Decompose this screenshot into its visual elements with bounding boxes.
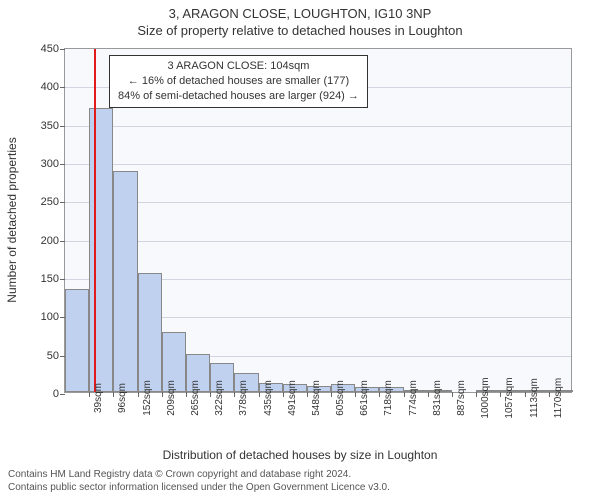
xtick-label: 209sqm xyxy=(166,380,177,416)
ytick-label: 450 xyxy=(41,43,59,55)
histogram-bar xyxy=(65,289,89,393)
gridline xyxy=(65,126,571,127)
xtick-mark xyxy=(138,392,139,397)
xtick-mark xyxy=(186,392,187,397)
ytick-label: 350 xyxy=(41,120,59,132)
histogram-bar xyxy=(138,273,162,392)
xtick-mark xyxy=(259,392,260,397)
title-block: 3, ARAGON CLOSE, LOUGHTON, IG10 3NP Size… xyxy=(0,0,600,38)
attribution-line2: Contains public sector information licen… xyxy=(8,481,390,494)
xtick-mark xyxy=(234,392,235,397)
ytick-label: 50 xyxy=(47,350,59,362)
xtick-mark xyxy=(428,392,429,397)
ytick-mark xyxy=(60,87,65,88)
xtick-label: 548sqm xyxy=(311,380,322,416)
xtick-mark xyxy=(307,392,308,397)
plot: 05010015020025030035040045039sqm96sqm152… xyxy=(65,49,571,392)
xtick-label: 1170sqm xyxy=(553,378,564,418)
ytick-label: 0 xyxy=(53,388,59,400)
xtick-mark xyxy=(355,392,356,397)
annotation-line: 3 ARAGON CLOSE: 104sqm xyxy=(118,59,359,74)
attribution: Contains HM Land Registry data © Crown c… xyxy=(8,468,390,494)
xtick-label: 491sqm xyxy=(287,380,298,416)
xtick-label: 1057sqm xyxy=(504,377,515,418)
xtick-mark xyxy=(331,392,332,397)
ytick-mark xyxy=(60,49,65,50)
xtick-label: 1000sqm xyxy=(480,377,491,418)
gridline xyxy=(65,241,571,242)
x-axis-label: Distribution of detached houses by size … xyxy=(0,448,600,462)
y-axis-label: Number of detached properties xyxy=(5,137,19,302)
reference-line xyxy=(94,49,96,392)
ytick-mark xyxy=(60,241,65,242)
xtick-mark xyxy=(210,392,211,397)
xtick-label: 96sqm xyxy=(117,383,128,413)
annotation-line: ← 16% of detached houses are smaller (17… xyxy=(118,74,359,89)
xtick-mark xyxy=(379,392,380,397)
xtick-label: 265sqm xyxy=(190,380,201,416)
xtick-label: 378sqm xyxy=(238,380,249,416)
xtick-mark xyxy=(525,392,526,397)
ytick-label: 150 xyxy=(41,273,59,285)
chart-plot-area: 05010015020025030035040045039sqm96sqm152… xyxy=(64,48,572,393)
ytick-label: 100 xyxy=(41,311,59,323)
gridline xyxy=(65,164,571,165)
xtick-mark xyxy=(162,392,163,397)
ytick-mark xyxy=(60,394,65,395)
xtick-mark xyxy=(89,392,90,397)
title-address: 3, ARAGON CLOSE, LOUGHTON, IG10 3NP xyxy=(0,6,600,21)
ytick-mark xyxy=(60,202,65,203)
annotation-box: 3 ARAGON CLOSE: 104sqm← 16% of detached … xyxy=(109,55,368,108)
xtick-label: 152sqm xyxy=(142,380,153,416)
xtick-label: 831sqm xyxy=(432,380,443,416)
ytick-label: 200 xyxy=(41,235,59,247)
xtick-label: 774sqm xyxy=(408,380,419,416)
xtick-label: 887sqm xyxy=(456,380,467,416)
xtick-label: 661sqm xyxy=(359,380,370,416)
xtick-mark xyxy=(113,392,114,397)
title-subtitle: Size of property relative to detached ho… xyxy=(0,23,600,38)
xtick-label: 718sqm xyxy=(383,380,394,416)
xtick-label: 435sqm xyxy=(263,380,274,416)
xtick-label: 322sqm xyxy=(214,380,225,416)
ytick-mark xyxy=(60,164,65,165)
ytick-mark xyxy=(60,126,65,127)
xtick-mark xyxy=(476,392,477,397)
annotation-line: 84% of semi-detached houses are larger (… xyxy=(118,89,359,104)
ytick-label: 250 xyxy=(41,196,59,208)
chart-container: 3, ARAGON CLOSE, LOUGHTON, IG10 3NP Size… xyxy=(0,0,600,500)
xtick-mark xyxy=(404,392,405,397)
histogram-bar xyxy=(113,171,137,392)
attribution-line1: Contains HM Land Registry data © Crown c… xyxy=(8,468,390,481)
histogram-bar xyxy=(89,108,113,392)
gridline xyxy=(65,202,571,203)
xtick-label: 1113sqm xyxy=(529,378,540,418)
xtick-mark xyxy=(500,392,501,397)
xtick-mark xyxy=(549,392,550,397)
xtick-label: 39sqm xyxy=(93,383,104,413)
ytick-label: 400 xyxy=(41,81,59,93)
xtick-label: 605sqm xyxy=(335,380,346,416)
ytick-mark xyxy=(60,279,65,280)
xtick-mark xyxy=(452,392,453,397)
xtick-mark xyxy=(283,392,284,397)
ytick-label: 300 xyxy=(41,158,59,170)
